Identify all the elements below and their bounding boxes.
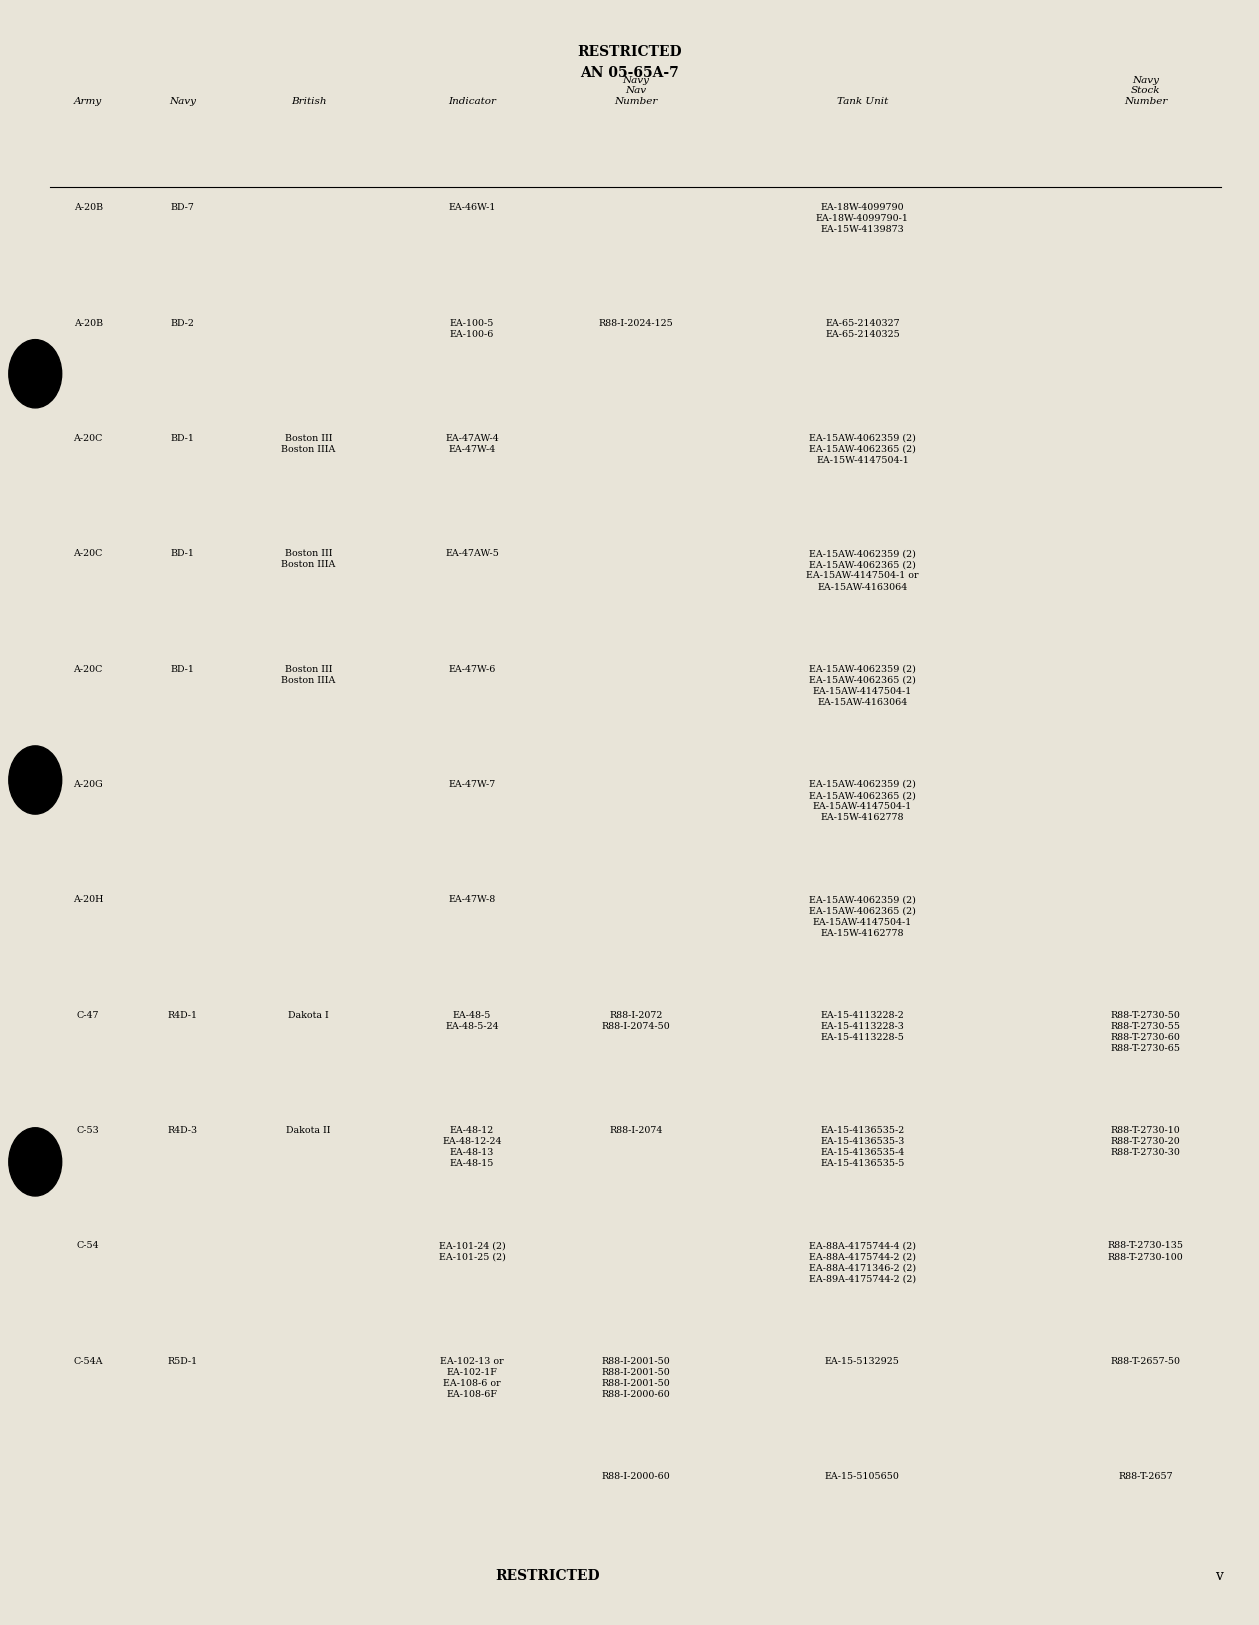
Text: Dakota II: Dakota II bbox=[286, 1126, 331, 1136]
Text: C-54: C-54 bbox=[77, 1242, 99, 1251]
Text: EA-65-2140327
EA-65-2140325: EA-65-2140327 EA-65-2140325 bbox=[825, 318, 900, 338]
Text: EA-47W-7: EA-47W-7 bbox=[448, 780, 496, 790]
Text: Navy: Navy bbox=[169, 96, 196, 106]
Text: Indicator: Indicator bbox=[448, 96, 496, 106]
Text: Navy
Nav
Number: Navy Nav Number bbox=[614, 76, 657, 106]
Text: EA-15AW-4062359 (2)
EA-15AW-4062365 (2)
EA-15W-4147504-1: EA-15AW-4062359 (2) EA-15AW-4062365 (2) … bbox=[810, 434, 915, 465]
Text: A-20B: A-20B bbox=[73, 318, 103, 328]
Text: EA-102-13 or
EA-102-1F
EA-108-6 or
EA-108-6F: EA-102-13 or EA-102-1F EA-108-6 or EA-10… bbox=[441, 1357, 504, 1399]
Text: EA-18W-4099790
EA-18W-4099790-1
EA-15W-4139873: EA-18W-4099790 EA-18W-4099790-1 EA-15W-4… bbox=[816, 203, 909, 234]
Text: R88-T-2657: R88-T-2657 bbox=[1118, 1472, 1173, 1482]
Text: Navy
Stock
Number: Navy Stock Number bbox=[1124, 76, 1167, 106]
Text: EA-100-5
EA-100-6: EA-100-5 EA-100-6 bbox=[449, 318, 495, 338]
Text: EA-15-4136535-2
EA-15-4136535-3
EA-15-4136535-4
EA-15-4136535-5: EA-15-4136535-2 EA-15-4136535-3 EA-15-41… bbox=[820, 1126, 905, 1168]
Text: A-20C: A-20C bbox=[73, 549, 103, 559]
Text: EA-48-5
EA-48-5-24: EA-48-5 EA-48-5-24 bbox=[446, 1011, 499, 1030]
Text: C-47: C-47 bbox=[77, 1011, 99, 1020]
Text: EA-88A-4175744-4 (2)
EA-88A-4175744-2 (2)
EA-88A-4171346-2 (2)
EA-89A-4175744-2 : EA-88A-4175744-4 (2) EA-88A-4175744-2 (2… bbox=[808, 1242, 917, 1284]
Text: R88-T-2730-10
R88-T-2730-20
R88-T-2730-30: R88-T-2730-10 R88-T-2730-20 R88-T-2730-3… bbox=[1110, 1126, 1181, 1157]
Text: BD-2: BD-2 bbox=[171, 318, 194, 328]
Text: BD-7: BD-7 bbox=[171, 203, 194, 213]
Text: Army: Army bbox=[74, 96, 102, 106]
Text: EA-15AW-4062359 (2)
EA-15AW-4062365 (2)
EA-15AW-4147504-1
EA-15AW-4163064: EA-15AW-4062359 (2) EA-15AW-4062365 (2) … bbox=[810, 665, 915, 707]
Text: British: British bbox=[291, 96, 326, 106]
Text: EA-46W-1: EA-46W-1 bbox=[448, 203, 496, 213]
Text: EA-15-5105650: EA-15-5105650 bbox=[825, 1472, 900, 1482]
Circle shape bbox=[9, 1128, 62, 1196]
Text: EA-101-24 (2)
EA-101-25 (2): EA-101-24 (2) EA-101-25 (2) bbox=[438, 1242, 506, 1261]
Text: R88-T-2730-50
R88-T-2730-55
R88-T-2730-60
R88-T-2730-65: R88-T-2730-50 R88-T-2730-55 R88-T-2730-6… bbox=[1110, 1011, 1181, 1053]
Text: C-53: C-53 bbox=[77, 1126, 99, 1136]
Text: R88-T-2730-135
R88-T-2730-100: R88-T-2730-135 R88-T-2730-100 bbox=[1108, 1242, 1183, 1261]
Text: v: v bbox=[1215, 1570, 1222, 1583]
Text: EA-47W-6: EA-47W-6 bbox=[448, 665, 496, 674]
Circle shape bbox=[9, 746, 62, 814]
Text: BD-1: BD-1 bbox=[171, 549, 194, 559]
Text: RESTRICTED: RESTRICTED bbox=[577, 46, 682, 58]
Text: EA-47AW-5: EA-47AW-5 bbox=[446, 549, 499, 559]
Text: C-54A: C-54A bbox=[73, 1357, 103, 1367]
Text: R88-I-2024-125: R88-I-2024-125 bbox=[598, 318, 674, 328]
Text: Boston III
Boston IIIA: Boston III Boston IIIA bbox=[281, 665, 336, 684]
Text: A-20H: A-20H bbox=[73, 895, 103, 905]
Text: BD-1: BD-1 bbox=[171, 434, 194, 444]
Text: EA-48-12
EA-48-12-24
EA-48-13
EA-48-15: EA-48-12 EA-48-12-24 EA-48-13 EA-48-15 bbox=[442, 1126, 502, 1168]
Text: A-20B: A-20B bbox=[73, 203, 103, 213]
Text: R88-I-2000-60: R88-I-2000-60 bbox=[602, 1472, 670, 1482]
Text: Boston III
Boston IIIA: Boston III Boston IIIA bbox=[281, 549, 336, 569]
Text: R88-I-2001-50
R88-I-2001-50
R88-I-2001-50
R88-I-2000-60: R88-I-2001-50 R88-I-2001-50 R88-I-2001-5… bbox=[602, 1357, 670, 1399]
Text: EA-47W-8: EA-47W-8 bbox=[448, 895, 496, 905]
Text: A-20C: A-20C bbox=[73, 665, 103, 674]
Circle shape bbox=[9, 340, 62, 408]
Text: R5D-1: R5D-1 bbox=[167, 1357, 198, 1367]
Text: A-20G: A-20G bbox=[73, 780, 103, 790]
Text: BD-1: BD-1 bbox=[171, 665, 194, 674]
Text: EA-15-5132925: EA-15-5132925 bbox=[825, 1357, 900, 1367]
Text: R4D-3: R4D-3 bbox=[167, 1126, 198, 1136]
Text: RESTRICTED: RESTRICTED bbox=[495, 1570, 601, 1583]
Text: Tank Unit: Tank Unit bbox=[837, 96, 888, 106]
Text: A-20C: A-20C bbox=[73, 434, 103, 444]
Text: Boston III
Boston IIIA: Boston III Boston IIIA bbox=[281, 434, 336, 453]
Text: R88-I-2072
R88-I-2074-50: R88-I-2072 R88-I-2074-50 bbox=[602, 1011, 670, 1030]
Text: AN 05-65A-7: AN 05-65A-7 bbox=[580, 67, 679, 80]
Text: EA-15AW-4062359 (2)
EA-15AW-4062365 (2)
EA-15AW-4147504-1
EA-15W-4162778: EA-15AW-4062359 (2) EA-15AW-4062365 (2) … bbox=[810, 780, 915, 822]
Text: R88-T-2657-50: R88-T-2657-50 bbox=[1110, 1357, 1181, 1367]
Text: Dakota I: Dakota I bbox=[288, 1011, 329, 1020]
Text: EA-15-4113228-2
EA-15-4113228-3
EA-15-4113228-5: EA-15-4113228-2 EA-15-4113228-3 EA-15-41… bbox=[821, 1011, 904, 1042]
Text: R88-I-2074: R88-I-2074 bbox=[609, 1126, 662, 1136]
Text: EA-47AW-4
EA-47W-4: EA-47AW-4 EA-47W-4 bbox=[446, 434, 499, 453]
Text: R4D-1: R4D-1 bbox=[167, 1011, 198, 1020]
Text: EA-15AW-4062359 (2)
EA-15AW-4062365 (2)
EA-15AW-4147504-1
EA-15W-4162778: EA-15AW-4062359 (2) EA-15AW-4062365 (2) … bbox=[810, 895, 915, 938]
Text: EA-15AW-4062359 (2)
EA-15AW-4062365 (2)
EA-15AW-4147504-1 or
EA-15AW-4163064: EA-15AW-4062359 (2) EA-15AW-4062365 (2) … bbox=[806, 549, 919, 592]
